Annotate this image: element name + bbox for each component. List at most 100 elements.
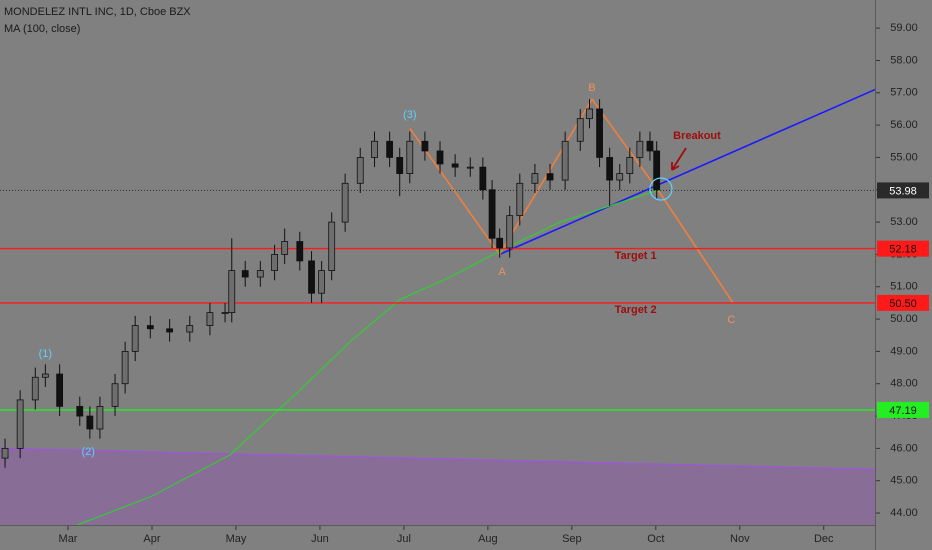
x-tick-label: Jun: [311, 533, 329, 545]
candle-body: [221, 312, 229, 315]
candle-body: [318, 270, 326, 294]
trend-line: [499, 88, 876, 256]
candle-body: [111, 383, 119, 407]
y-tick-label: 48.00: [890, 378, 918, 390]
zone-fill: [0, 448, 875, 525]
candle-body: [606, 157, 614, 181]
plot: [0, 88, 876, 527]
y-tick-label: 45.00: [890, 475, 918, 487]
candle-body: [479, 166, 487, 191]
candle-body: [206, 312, 214, 326]
annotation: Target 2: [615, 304, 657, 316]
candle-body: [406, 140, 414, 174]
candle-body: [561, 140, 569, 181]
candle-body: [576, 118, 584, 142]
candle-body: [636, 140, 644, 158]
candle-body: [341, 182, 349, 223]
chart-title: MONDELEZ INTL INC, 1D, Cboe BZX: [4, 6, 191, 18]
candle-body: [496, 237, 504, 249]
candle-body: [586, 108, 593, 120]
ma-line: [74, 189, 661, 527]
price-label: 52.18: [889, 244, 917, 256]
candle-body: [166, 328, 174, 333]
y-tick-label: 46.00: [890, 442, 918, 454]
price-label-box: [877, 401, 929, 418]
candle-body: [451, 163, 459, 168]
price-label-box: [877, 240, 929, 257]
trend-line: [0, 447, 876, 471]
candle-body: [56, 373, 64, 407]
y-tick-label: 56.00: [890, 119, 918, 131]
annotation: C: [727, 314, 735, 326]
x-tick-label: Apr: [143, 533, 160, 545]
candle-body: [86, 415, 94, 430]
annotation: Target 1: [615, 250, 657, 262]
candle-body: [1, 447, 9, 459]
candle-body: [121, 351, 129, 385]
breakout-arrow: [671, 147, 687, 171]
candle-body: [186, 325, 194, 333]
price-label-box: [877, 182, 929, 199]
annotation: (3): [403, 109, 416, 121]
candle-body: [16, 399, 24, 449]
candle-body: [488, 189, 496, 239]
candle-body: [436, 150, 444, 165]
candle-body: [516, 182, 524, 217]
y-tick-label: 58.00: [890, 54, 918, 66]
candle-body: [626, 157, 634, 174]
candle-body: [328, 221, 336, 271]
x-tick-label: Jul: [397, 533, 411, 545]
candle-body: [256, 270, 264, 278]
candle-body: [371, 140, 378, 158]
candle-body: [76, 405, 84, 417]
candle-body: [531, 173, 539, 184]
candle-body: [421, 140, 429, 152]
legend-entry: MA (100, close): [4, 23, 80, 35]
candle-body: [356, 157, 364, 184]
candle-body: [96, 405, 104, 430]
price-label-box: [877, 294, 929, 311]
price-label: 47.19: [889, 405, 917, 417]
candle-body: [596, 108, 603, 158]
y-tick-label: 50.00: [890, 313, 918, 325]
candle-body: [146, 325, 154, 330]
candle-body: [396, 157, 404, 174]
annotation: A: [498, 266, 506, 278]
y-tick-label: 57.00: [890, 87, 918, 99]
x-tick-label: Dec: [814, 533, 834, 545]
price-label: 53.98: [889, 185, 917, 197]
candle-body: [241, 270, 249, 278]
x-tick-label: Oct: [647, 533, 664, 545]
annotation: (2): [81, 446, 94, 458]
x-tick-label: Aug: [478, 533, 498, 545]
y-tick-label: 55.00: [890, 151, 918, 163]
x-tick-label: May: [226, 533, 247, 545]
candle-body: [41, 373, 49, 378]
candle-body: [546, 173, 554, 181]
y-tick-label: 49.00: [890, 345, 918, 357]
candle-body: [653, 150, 661, 191]
y-tick-label: 44.00: [890, 507, 918, 519]
x-tick-label: Mar: [59, 533, 78, 545]
trend-line: [409, 97, 734, 304]
price-label: 50.50: [889, 298, 917, 310]
annotation: Breakout: [673, 130, 721, 142]
candle-body: [308, 260, 315, 294]
candle-body: [466, 166, 474, 169]
candle-body: [131, 325, 139, 352]
candle-body: [296, 241, 304, 262]
breakout-circle: [649, 177, 673, 201]
candle-body: [616, 173, 624, 181]
candle-body: [31, 376, 39, 401]
candle-body: [271, 254, 278, 271]
candle-body: [386, 140, 394, 158]
annotation: (1): [39, 348, 52, 360]
annotation: B: [588, 82, 595, 94]
y-tick-label: 59.00: [890, 22, 918, 34]
x-tick-label: Sep: [562, 533, 582, 545]
candle-body: [646, 140, 654, 152]
x-tick-label: Nov: [730, 533, 750, 545]
candle-body: [228, 270, 236, 314]
